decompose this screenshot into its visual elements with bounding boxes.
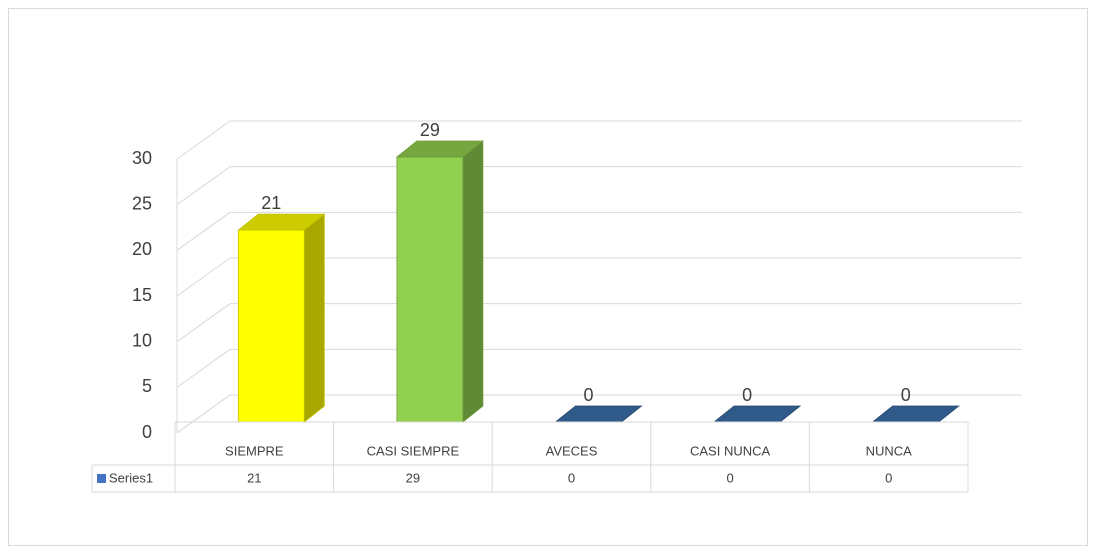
y-tick-label: 10 [132,330,152,350]
grid-line [176,211,231,251]
bar-front [237,229,305,423]
grid-line [176,348,231,388]
grid-line [176,120,231,160]
data-label: 21 [261,193,281,213]
bar-side [462,140,484,423]
table-value: 0 [568,470,575,485]
y-tick-label: 25 [132,193,152,213]
bar [237,213,326,423]
table-value: 29 [406,470,420,485]
y-tick-label: 5 [142,376,152,396]
chart-border [8,8,1088,546]
x-tick-label: CASI SIEMPRE [367,443,460,458]
legend-label: Series1 [109,470,153,485]
grid-line [176,257,231,297]
x-tick-label: CASI NUNCA [690,443,771,458]
grid-line [176,394,231,434]
table-value: 0 [885,470,892,485]
bar [395,140,485,423]
x-tick-label: AVECES [546,443,598,458]
data-label: 29 [420,120,440,140]
y-tick-label: 0 [142,422,152,442]
table-value: 0 [726,470,733,485]
grid-line [176,303,231,343]
bar-front [396,156,464,423]
legend-key [97,474,106,483]
bar-top [395,140,485,158]
data-label: 0 [583,385,593,405]
x-tick-label: SIEMPRE [225,443,284,458]
grid-line [176,166,231,206]
bar-top [237,213,326,231]
bar-side [303,213,325,423]
y-tick-label: 20 [132,239,152,259]
table-value: 21 [247,470,261,485]
data-label: 0 [901,385,911,405]
y-tick-label: 15 [132,285,152,305]
data-label: 0 [742,385,752,405]
x-tick-label: NUNCA [866,443,913,458]
y-tick-label: 30 [132,148,152,168]
